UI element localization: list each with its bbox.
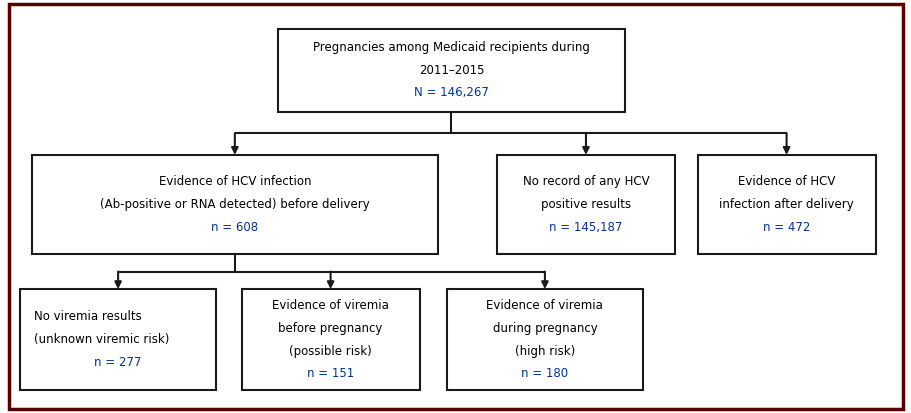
Bar <box>241 289 419 390</box>
Text: positive results: positive results <box>540 198 630 211</box>
Text: Evidence of viremia: Evidence of viremia <box>271 299 389 312</box>
Text: before pregnancy: before pregnancy <box>278 322 383 335</box>
Text: n = 608: n = 608 <box>211 221 258 234</box>
Text: Pregnancies among Medicaid recipients during: Pregnancies among Medicaid recipients du… <box>312 41 589 54</box>
Text: Evidence of HCV infection: Evidence of HCV infection <box>159 175 311 188</box>
Text: Evidence of viremia: Evidence of viremia <box>486 299 603 312</box>
Text: No viremia results: No viremia results <box>34 311 141 323</box>
Text: n = 145,187: n = 145,187 <box>548 221 622 234</box>
Text: infection after delivery: infection after delivery <box>719 198 853 211</box>
Text: Evidence of HCV: Evidence of HCV <box>737 175 834 188</box>
Text: 2011–2015: 2011–2015 <box>418 64 484 77</box>
Text: n = 277: n = 277 <box>95 356 141 369</box>
Bar <box>496 155 674 254</box>
Text: during pregnancy: during pregnancy <box>492 322 597 335</box>
Text: (unknown viremic risk): (unknown viremic risk) <box>34 333 169 346</box>
Text: (high risk): (high risk) <box>514 344 575 358</box>
Bar <box>446 289 642 390</box>
Text: No record of any HCV: No record of any HCV <box>522 175 649 188</box>
Bar <box>20 289 216 390</box>
Bar <box>32 155 437 254</box>
Text: N = 146,267: N = 146,267 <box>414 86 488 100</box>
Text: n = 180: n = 180 <box>521 367 568 380</box>
Text: (Ab-positive or RNA detected) before delivery: (Ab-positive or RNA detected) before del… <box>100 198 369 211</box>
Text: (possible risk): (possible risk) <box>289 344 372 358</box>
Bar <box>697 155 875 254</box>
Bar <box>278 29 624 112</box>
Text: n = 472: n = 472 <box>763 221 809 234</box>
Text: n = 151: n = 151 <box>307 367 353 380</box>
